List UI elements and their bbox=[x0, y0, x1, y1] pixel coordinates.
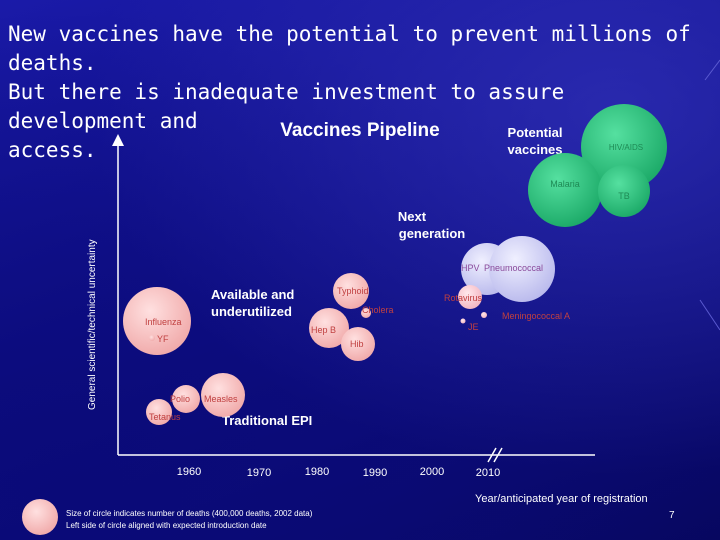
svg-text:Potential: Potential bbox=[508, 125, 563, 140]
x-tick-label: 1980 bbox=[305, 466, 329, 478]
bubble-label-hib: Hib bbox=[350, 339, 364, 349]
bubble-pneumococcal bbox=[489, 236, 555, 302]
bubble-label-cholera: Cholera bbox=[362, 305, 394, 315]
chart-title: Vaccines Pipeline bbox=[280, 120, 439, 141]
bubble-label-polio: Polio bbox=[170, 394, 190, 404]
bubble-layer: HIV/AIDS Malaria TB HPV Pneumococcal Rot… bbox=[123, 104, 667, 425]
legend-circle bbox=[22, 499, 58, 535]
bubble-label-hep-b: Hep B bbox=[311, 325, 336, 335]
bubble-label-tb: TB bbox=[618, 191, 630, 201]
bubble-cholera bbox=[361, 308, 371, 318]
group-label-traditional-epi: Traditional EPI bbox=[222, 413, 312, 428]
bubble-yf bbox=[149, 335, 155, 341]
x-tick-label: 1960 bbox=[177, 466, 201, 478]
bubble-tetanus bbox=[146, 399, 172, 425]
axis-break bbox=[487, 447, 503, 463]
bubble-label-hiv-aids: HIV/AIDS bbox=[609, 143, 643, 152]
group-label-potential: Potential vaccines bbox=[508, 125, 563, 157]
bubble-label-rotavirus: Rotavirus bbox=[444, 293, 483, 303]
footer-line-2: Left side of circle aligned with expecte… bbox=[66, 521, 267, 530]
svg-text:underutilized: underutilized bbox=[211, 304, 292, 319]
heading-line-2: But there is inadequate investment to as… bbox=[8, 80, 565, 133]
page-number: 7 bbox=[669, 510, 675, 521]
bubble-hib bbox=[341, 327, 375, 361]
bubble-label-hpv: HPV bbox=[461, 263, 480, 273]
bubble-label-typhoid: Typhoid bbox=[337, 286, 369, 296]
svg-text:Next: Next bbox=[398, 209, 427, 224]
x-tick-label: 2010 bbox=[476, 467, 500, 479]
bubble-hep-b bbox=[309, 308, 349, 348]
group-label-next-generation: Next generation bbox=[398, 209, 465, 241]
bubble-label-tetanus: Tetanus bbox=[149, 412, 181, 422]
svg-text:Available and: Available and bbox=[211, 287, 294, 302]
bubble-hiv-aids bbox=[581, 104, 667, 190]
heading-line-1: New vaccines have the potential to preve… bbox=[8, 22, 691, 75]
decor-line bbox=[699, 299, 720, 331]
bubble-label-malaria: Malaria bbox=[550, 179, 580, 189]
bubble-meningococcal-a bbox=[481, 312, 487, 318]
heading-line-3: access. bbox=[8, 138, 97, 162]
bubble-label-pneumococcal: Pneumococcal bbox=[484, 263, 543, 273]
svg-text:generation: generation bbox=[399, 226, 466, 241]
x-tick-label: 1970 bbox=[247, 467, 271, 479]
bubble-polio bbox=[172, 385, 200, 413]
x-axis-label: Year/anticipated year of registration bbox=[475, 493, 648, 505]
bubble-label-meningococcal-a: Meningococcal A bbox=[502, 311, 570, 321]
bubble-typhoid bbox=[333, 273, 369, 309]
bubble-malaria bbox=[528, 153, 602, 227]
bubble-measles bbox=[201, 373, 245, 417]
bubble-label-je: JE bbox=[468, 322, 479, 332]
bubble-rotavirus bbox=[458, 285, 482, 309]
x-tick-label: 2000 bbox=[420, 466, 444, 478]
footer-note: Size of circle indicates number of death… bbox=[66, 508, 312, 532]
bubble-tb bbox=[598, 165, 650, 217]
group-label-available: Available and underutilized bbox=[211, 287, 294, 319]
bubble-label-measles: Measles bbox=[204, 394, 238, 404]
bubble-je bbox=[460, 318, 466, 324]
footer-line-1: Size of circle indicates number of death… bbox=[66, 509, 313, 518]
svg-text:vaccines: vaccines bbox=[508, 142, 563, 157]
decor-line bbox=[704, 59, 720, 81]
x-tick-label: 1990 bbox=[363, 467, 387, 479]
slide-heading: New vaccines have the potential to preve… bbox=[8, 20, 714, 165]
bubble-label-influenza: Influenza bbox=[145, 317, 182, 327]
bubble-influenza bbox=[123, 287, 191, 355]
y-axis-label: General scientific/technical uncertainty bbox=[87, 239, 98, 410]
bubble-label-yf: YF bbox=[157, 334, 169, 344]
